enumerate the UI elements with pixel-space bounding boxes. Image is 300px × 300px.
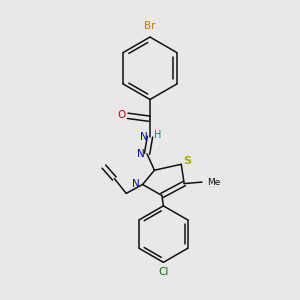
- Text: N: N: [136, 149, 144, 159]
- Text: H: H: [154, 130, 161, 140]
- Text: N: N: [132, 179, 140, 190]
- Text: S: S: [183, 156, 191, 166]
- Text: Me: Me: [207, 178, 221, 187]
- Text: O: O: [118, 110, 126, 120]
- Text: N: N: [140, 132, 147, 142]
- Text: Cl: Cl: [158, 267, 169, 277]
- Text: Br: Br: [144, 21, 156, 31]
